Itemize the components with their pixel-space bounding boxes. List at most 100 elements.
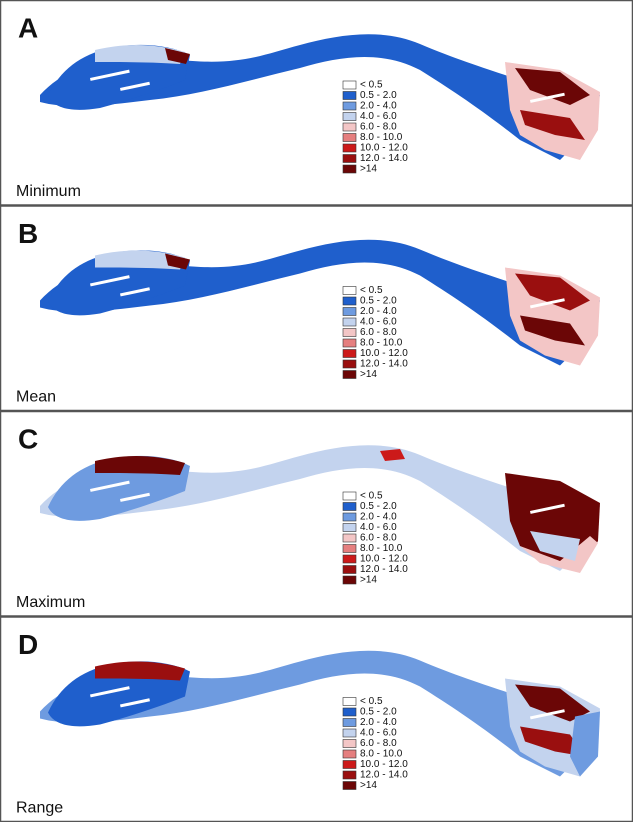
river-zone [380, 449, 405, 461]
legend-label: < 0.5 [360, 491, 383, 502]
legend-swatch [342, 101, 357, 111]
legend-label: 4.0 - 6.0 [360, 111, 397, 122]
legend-swatch [342, 80, 357, 90]
river-zone [165, 48, 190, 64]
legend-label: 12.0 - 14.0 [360, 153, 408, 164]
legend-swatch [342, 781, 357, 790]
legend-label: 8.0 - 10.0 [360, 338, 403, 349]
legend-swatch [342, 739, 357, 748]
panel: A Minimum < 0.50.5 - 2.02.0 - 4.04.0 - 6.0… [0, 0, 633, 206]
river-zone [520, 726, 585, 757]
legend-label: 2.0 - 4.0 [360, 717, 397, 728]
legend-swatch [342, 544, 357, 553]
legend-label: 4.0 - 6.0 [360, 522, 397, 533]
legend-swatch [342, 554, 357, 564]
legend-swatch [342, 728, 357, 738]
panel-label: Minimum [16, 183, 81, 200]
river-zone [520, 315, 585, 346]
legend-label: 8.0 - 10.0 [360, 132, 403, 143]
legend-swatch [342, 749, 357, 759]
legend-swatch [342, 533, 357, 543]
streak [90, 275, 130, 287]
legend-swatch [342, 523, 357, 532]
legend-label: 8.0 - 10.0 [360, 749, 403, 760]
panel-label: Mean [16, 389, 56, 406]
legend-label: 0.5 - 2.0 [360, 501, 397, 512]
panel: C Maximum < 0.50.5 - 2.02.0 - 4.04.0 - 6.0… [0, 410, 633, 617]
streak [90, 69, 130, 81]
streak [90, 480, 130, 492]
legend-swatch [342, 286, 357, 295]
river-zone [165, 253, 190, 270]
legend-swatch [342, 122, 357, 132]
legend-swatch [342, 307, 357, 316]
panel-label: Range [16, 800, 63, 817]
river-zone [520, 536, 598, 573]
legend-label: 10.0 - 12.0 [360, 554, 408, 565]
legend-swatch [342, 91, 357, 100]
panel-letter: B [18, 218, 38, 249]
legend-label: 10.0 - 12.0 [360, 143, 408, 154]
river-zone [515, 684, 590, 722]
river-zone [95, 250, 185, 270]
streak [529, 298, 565, 309]
river-zone [520, 110, 585, 140]
legend-label: 0.5 - 2.0 [360, 90, 397, 101]
legend-swatch [342, 112, 357, 121]
legend-swatch [342, 328, 357, 337]
panel-letter: C [18, 423, 38, 454]
streak [120, 81, 150, 91]
legend-swatch [342, 317, 357, 327]
streak [120, 492, 150, 502]
legend-label: < 0.5 [360, 696, 383, 707]
legend-swatch [342, 707, 357, 717]
panel-letter: D [18, 629, 38, 660]
legend-swatch [342, 296, 357, 306]
legend-swatch [342, 349, 357, 358]
panel-letter: A [18, 12, 38, 43]
legend-label: >14 [360, 575, 377, 586]
panel: B Mean < 0.50.5 - 2.02.0 - 4.04.0 - 6.06.0… [0, 205, 633, 412]
legend-label: 6.0 - 8.0 [360, 533, 397, 544]
legend-swatch [342, 359, 357, 369]
legend-label: 10.0 - 12.0 [360, 348, 408, 359]
legend-swatch [342, 338, 357, 348]
legend-label: 10.0 - 12.0 [360, 759, 408, 770]
legend-label: >14 [360, 164, 377, 175]
legend-label: 0.5 - 2.0 [360, 707, 397, 718]
panel-label: Maximum [16, 594, 85, 611]
streak [529, 503, 565, 514]
legend-label: < 0.5 [360, 285, 383, 296]
legend-label: 2.0 - 4.0 [360, 101, 397, 112]
streak [120, 698, 150, 708]
legend-label: >14 [360, 369, 377, 380]
streak [529, 709, 565, 720]
river-zone [95, 661, 185, 681]
legend-swatch [342, 565, 357, 574]
legend-swatch [342, 718, 357, 727]
legend-label: 8.0 - 10.0 [360, 543, 403, 554]
legend-swatch [342, 770, 357, 780]
legend-swatch [342, 164, 357, 174]
river-zone [95, 456, 185, 475]
streak [90, 686, 130, 698]
legend-label: >14 [360, 780, 377, 791]
legend-swatch [342, 760, 357, 769]
legend-label: 12.0 - 14.0 [360, 564, 408, 575]
legend-label: 6.0 - 8.0 [360, 122, 397, 133]
river-zone [570, 711, 600, 777]
legend-swatch [342, 370, 357, 379]
legend-label: 12.0 - 14.0 [360, 359, 408, 370]
legend-swatch [342, 575, 357, 585]
legend-swatch [342, 512, 357, 522]
legend-label: < 0.5 [360, 80, 383, 91]
legend-swatch [342, 133, 357, 142]
legend-label: 2.0 - 4.0 [360, 512, 397, 523]
legend-label: 4.0 - 6.0 [360, 728, 397, 739]
river-zone [95, 45, 185, 64]
legend-swatch [342, 502, 357, 511]
legend-label: 6.0 - 8.0 [360, 327, 397, 338]
legend-label: 6.0 - 8.0 [360, 738, 397, 749]
river-zone [530, 531, 580, 561]
